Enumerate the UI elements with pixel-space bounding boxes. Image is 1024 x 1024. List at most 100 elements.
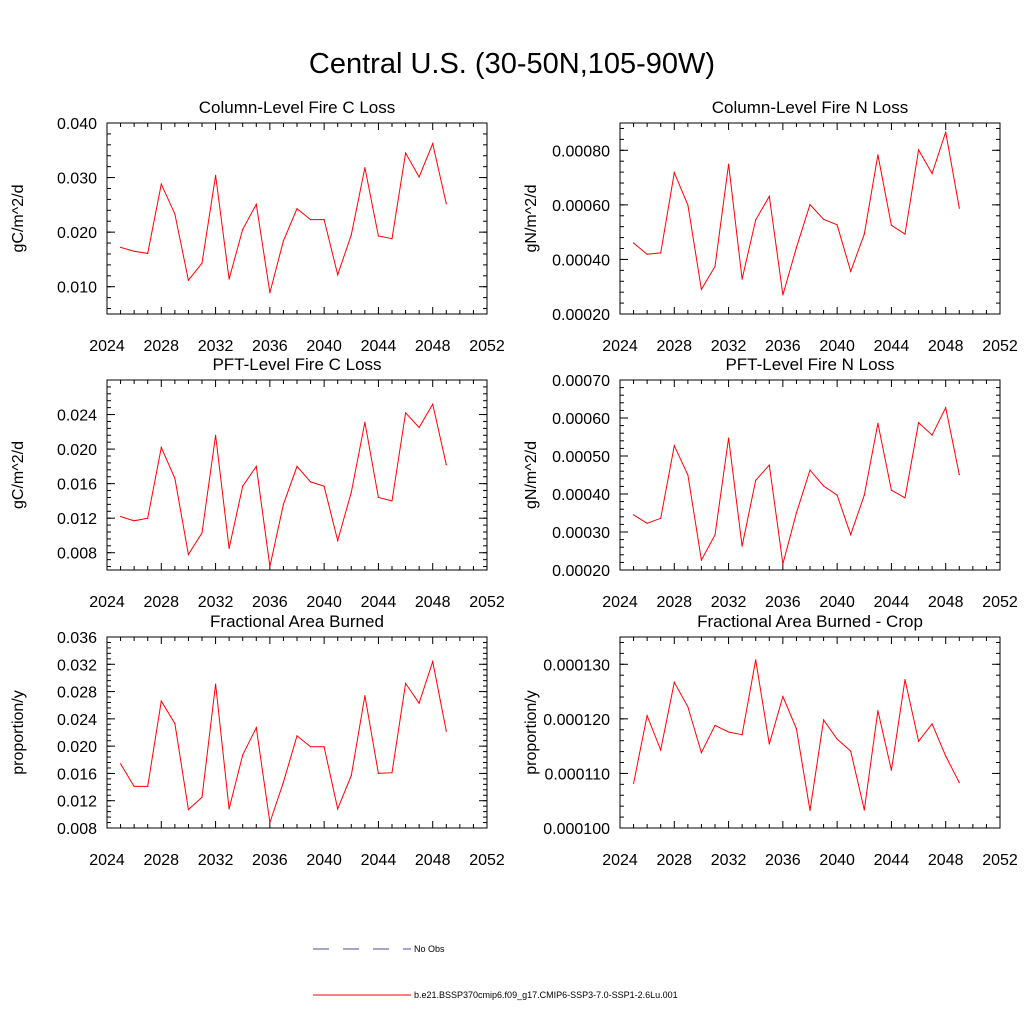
x-tick-label: 2036: [765, 852, 801, 869]
y-tick-label: 0.00080: [552, 143, 610, 160]
series-line: [633, 659, 960, 811]
data-point: [187, 809, 189, 811]
x-tick-label: 2032: [711, 852, 747, 869]
data-point: [215, 174, 217, 176]
data-point: [187, 279, 189, 281]
x-tick-label: 2048: [415, 594, 451, 611]
data-point: [782, 695, 784, 698]
x-tick-label: 2048: [928, 852, 964, 869]
data-point: [687, 474, 689, 476]
x-tick-label: 2044: [874, 852, 910, 869]
panel-title: PFT-Level Fire C Loss: [212, 355, 381, 374]
data-point: [728, 731, 730, 733]
plot-frame: [106, 122, 488, 315]
data-point: [863, 233, 865, 235]
data-point: [958, 207, 960, 209]
x-tick-label: 2048: [928, 594, 964, 611]
x-tick-label: 2028: [143, 852, 179, 869]
series-line: [120, 142, 447, 293]
legend-label-model-run: b.e21.BSSP370cmip6.f09_g17.CMIP6-SSP3-7.…: [414, 990, 678, 1000]
data-point: [755, 659, 757, 661]
data-point: [296, 735, 298, 737]
figure-title: Central U.S. (30-50N,105-90W): [308, 48, 716, 80]
data-point: [242, 228, 244, 230]
data-point: [174, 723, 176, 725]
y-tick-label: 0.016: [57, 477, 97, 494]
x-tick-label: 2028: [656, 852, 692, 869]
data-point: [755, 479, 757, 481]
data-point: [282, 503, 284, 505]
data-point: [836, 738, 838, 740]
data-point: [147, 785, 149, 788]
data-point: [147, 252, 149, 254]
data-point: [160, 446, 162, 448]
data-point: [700, 288, 703, 290]
data-point: [215, 434, 217, 436]
series-line: [633, 131, 960, 296]
x-tick-label: 2028: [143, 594, 179, 611]
y-tick-label: 0.008: [57, 821, 97, 838]
data-point: [877, 422, 879, 424]
data-point: [133, 520, 135, 522]
panel-5: 2024 2028 2032 2036 2040 2044 2048 2052 0.008 0.0…: [10, 612, 505, 869]
data-point: [350, 774, 352, 777]
y-tick-label: 0.024: [57, 712, 97, 729]
data-point: [687, 204, 689, 206]
x-tick-label: 2040: [819, 852, 855, 869]
y-axis-label: proportion/y: [523, 690, 540, 775]
data-point: [809, 204, 811, 206]
legend-label-no-obs: No Obs: [414, 944, 445, 954]
x-tick-label: 2040: [819, 338, 855, 355]
data-point: [201, 262, 203, 264]
y-tick-label: 0.012: [57, 794, 97, 811]
data-point: [418, 702, 420, 704]
data-point: [391, 772, 393, 774]
data-point: [282, 781, 284, 783]
data-point: [228, 808, 230, 810]
x-tick-label: 2052: [469, 594, 505, 611]
data-point: [160, 183, 162, 185]
data-point: [405, 152, 407, 154]
data-point: [255, 727, 257, 729]
y-tick-label: 0.00030: [552, 525, 610, 542]
data-point: [120, 246, 122, 248]
data-point: [391, 238, 393, 240]
data-point: [633, 782, 635, 784]
x-tick-label: 2052: [469, 338, 505, 355]
data-point: [337, 540, 339, 542]
data-point: [147, 517, 149, 519]
plot-frame: [619, 122, 1001, 315]
x-tick-label: 2032: [711, 594, 747, 611]
data-point: [700, 559, 703, 561]
data-point: [350, 234, 352, 236]
y-axis-label: gC/m^2/d: [10, 185, 27, 253]
data-point: [687, 706, 689, 708]
data-point: [945, 755, 947, 757]
data-point: [945, 131, 947, 133]
data-point: [673, 681, 675, 683]
data-point: [242, 754, 244, 756]
y-tick-label: 0.016: [57, 766, 97, 783]
data-point: [931, 172, 933, 175]
data-point: [187, 553, 189, 556]
data-point: [269, 565, 271, 568]
y-tick-label: 0.00050: [552, 449, 610, 466]
data-point: [660, 749, 662, 751]
x-tick-label: 2032: [198, 338, 234, 355]
data-point: [809, 809, 811, 812]
data-point: [660, 517, 662, 519]
x-tick-label: 2044: [361, 852, 397, 869]
x-tick-label: 2036: [765, 594, 801, 611]
data-point: [364, 695, 366, 697]
x-tick-label: 2024: [89, 852, 125, 869]
data-point: [823, 719, 825, 721]
y-tick-label: 0.032: [57, 657, 97, 674]
y-axis-label: gN/m^2/d: [523, 441, 540, 509]
x-tick-label: 2052: [982, 594, 1018, 611]
x-tick-label: 2052: [982, 852, 1018, 869]
y-tick-label: 0.00020: [552, 307, 610, 324]
data-point: [877, 710, 879, 712]
series-line: [120, 402, 447, 567]
data-point: [741, 278, 743, 280]
